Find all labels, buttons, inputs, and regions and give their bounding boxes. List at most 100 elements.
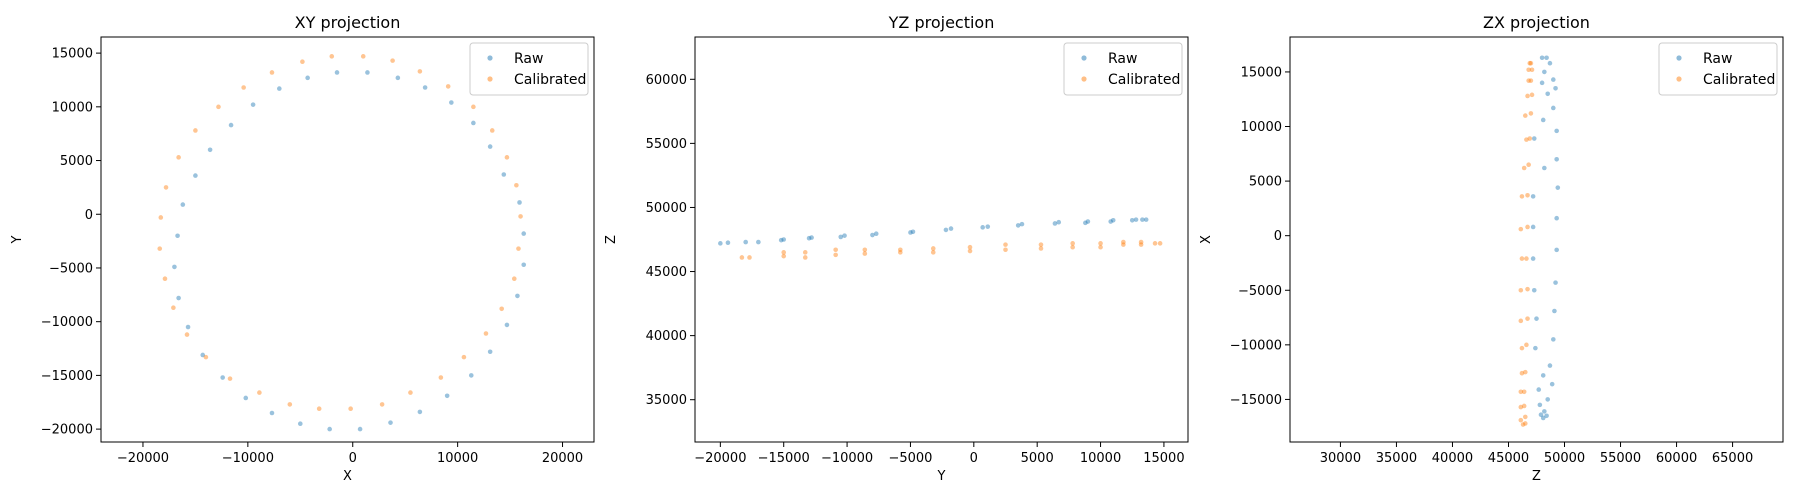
data-point bbox=[967, 248, 973, 254]
data-point bbox=[175, 233, 180, 239]
chart-title: YZ projection bbox=[888, 13, 995, 32]
data-point bbox=[390, 58, 395, 63]
data-point bbox=[521, 262, 527, 268]
data-point bbox=[1551, 337, 1556, 342]
data-point bbox=[1537, 402, 1543, 408]
data-point bbox=[980, 225, 985, 230]
data-point bbox=[499, 306, 504, 312]
x-tick-label: 35000 bbox=[1376, 451, 1417, 466]
data-point bbox=[483, 331, 489, 336]
data-point bbox=[1531, 136, 1537, 141]
data-point bbox=[809, 235, 814, 240]
data-point bbox=[516, 246, 521, 251]
data-point bbox=[747, 255, 752, 260]
y-tick-label: −10000 bbox=[1230, 338, 1282, 353]
data-point bbox=[1525, 316, 1530, 321]
y-tick-label: 5000 bbox=[60, 154, 93, 169]
data-point bbox=[943, 227, 949, 233]
x-tick-label: 30000 bbox=[1320, 451, 1361, 466]
chart-title: XY projection bbox=[295, 13, 401, 32]
data-point bbox=[1520, 422, 1526, 427]
data-point bbox=[1553, 86, 1558, 91]
data-point bbox=[1518, 287, 1524, 293]
x-tick-label: −20000 bbox=[117, 451, 169, 466]
data-point bbox=[781, 237, 787, 242]
data-point bbox=[1528, 60, 1534, 66]
data-point bbox=[200, 352, 206, 358]
legend: Raw Calibrated bbox=[1063, 42, 1183, 96]
x-tick-label: 60000 bbox=[1656, 451, 1697, 466]
data-point bbox=[1056, 219, 1062, 225]
x-tick-label: 0 bbox=[970, 451, 978, 466]
data-point bbox=[1038, 246, 1044, 251]
y-tick-label: 5000 bbox=[1249, 175, 1282, 190]
data-point bbox=[1547, 363, 1553, 368]
data-point bbox=[185, 324, 191, 330]
data-point bbox=[357, 426, 363, 432]
data-point bbox=[1542, 69, 1547, 75]
data-point bbox=[1528, 78, 1534, 83]
series-raw bbox=[172, 70, 527, 432]
data-point bbox=[1003, 242, 1008, 247]
data-point bbox=[1133, 217, 1139, 222]
data-point bbox=[930, 246, 936, 251]
data-point bbox=[193, 128, 198, 133]
data-point bbox=[898, 250, 903, 255]
data-point bbox=[1545, 91, 1551, 97]
y-tick-label: 15000 bbox=[1241, 65, 1282, 80]
data-point bbox=[1526, 67, 1531, 73]
data-point bbox=[162, 276, 168, 282]
data-point bbox=[1554, 247, 1559, 253]
data-point bbox=[417, 69, 423, 74]
data-point bbox=[1526, 78, 1531, 83]
legend-marker-calibrated bbox=[1081, 76, 1087, 82]
data-point bbox=[1527, 60, 1533, 66]
data-point bbox=[1518, 318, 1524, 324]
data-point bbox=[1555, 185, 1561, 190]
data-point bbox=[1554, 128, 1559, 134]
data-point bbox=[1518, 404, 1524, 410]
data-point bbox=[157, 246, 163, 251]
chart-panel-3: 30000 35000 40000 45000 50000 55000 60000 65000… bbox=[1199, 13, 1784, 484]
data-point bbox=[967, 244, 973, 250]
data-point bbox=[1530, 256, 1536, 261]
data-point bbox=[334, 70, 340, 75]
x-tick-label: 10000 bbox=[1080, 451, 1121, 466]
y-tick-label: 35000 bbox=[646, 393, 687, 408]
data-point bbox=[379, 402, 385, 407]
data-point bbox=[445, 84, 451, 89]
chart-panel-2: −20000 −15000 −10000 −5000 0 5000 10000 15000 35… bbox=[604, 13, 1189, 484]
data-point bbox=[802, 250, 808, 255]
data-point bbox=[1524, 137, 1529, 142]
legend-box bbox=[469, 42, 589, 96]
data-point bbox=[1529, 92, 1535, 98]
data-point bbox=[1528, 111, 1534, 116]
legend-label-raw: Raw bbox=[514, 51, 543, 67]
data-point bbox=[1545, 397, 1551, 402]
legend-marker-calibrated bbox=[487, 76, 493, 82]
y-tick-label: −10000 bbox=[41, 315, 93, 330]
plot-frame bbox=[100, 36, 595, 443]
data-point bbox=[1525, 286, 1530, 292]
data-point bbox=[277, 86, 282, 91]
data-point bbox=[305, 75, 310, 81]
data-point bbox=[1533, 345, 1538, 351]
data-point bbox=[1542, 409, 1547, 414]
data-point bbox=[948, 226, 954, 231]
data-point bbox=[184, 332, 190, 337]
data-point bbox=[269, 410, 275, 416]
data-point bbox=[203, 354, 209, 360]
legend-marker-raw bbox=[487, 55, 493, 61]
data-point bbox=[501, 172, 507, 177]
data-point bbox=[718, 241, 723, 246]
data-point bbox=[1138, 242, 1144, 247]
x-tick-label: −20000 bbox=[694, 451, 746, 466]
data-point bbox=[802, 255, 808, 260]
data-point bbox=[1152, 241, 1158, 246]
data-point bbox=[1524, 342, 1529, 348]
data-point bbox=[781, 250, 787, 255]
data-point bbox=[1552, 308, 1557, 314]
data-point bbox=[176, 155, 181, 160]
x-tick-label: 50000 bbox=[1544, 451, 1585, 466]
